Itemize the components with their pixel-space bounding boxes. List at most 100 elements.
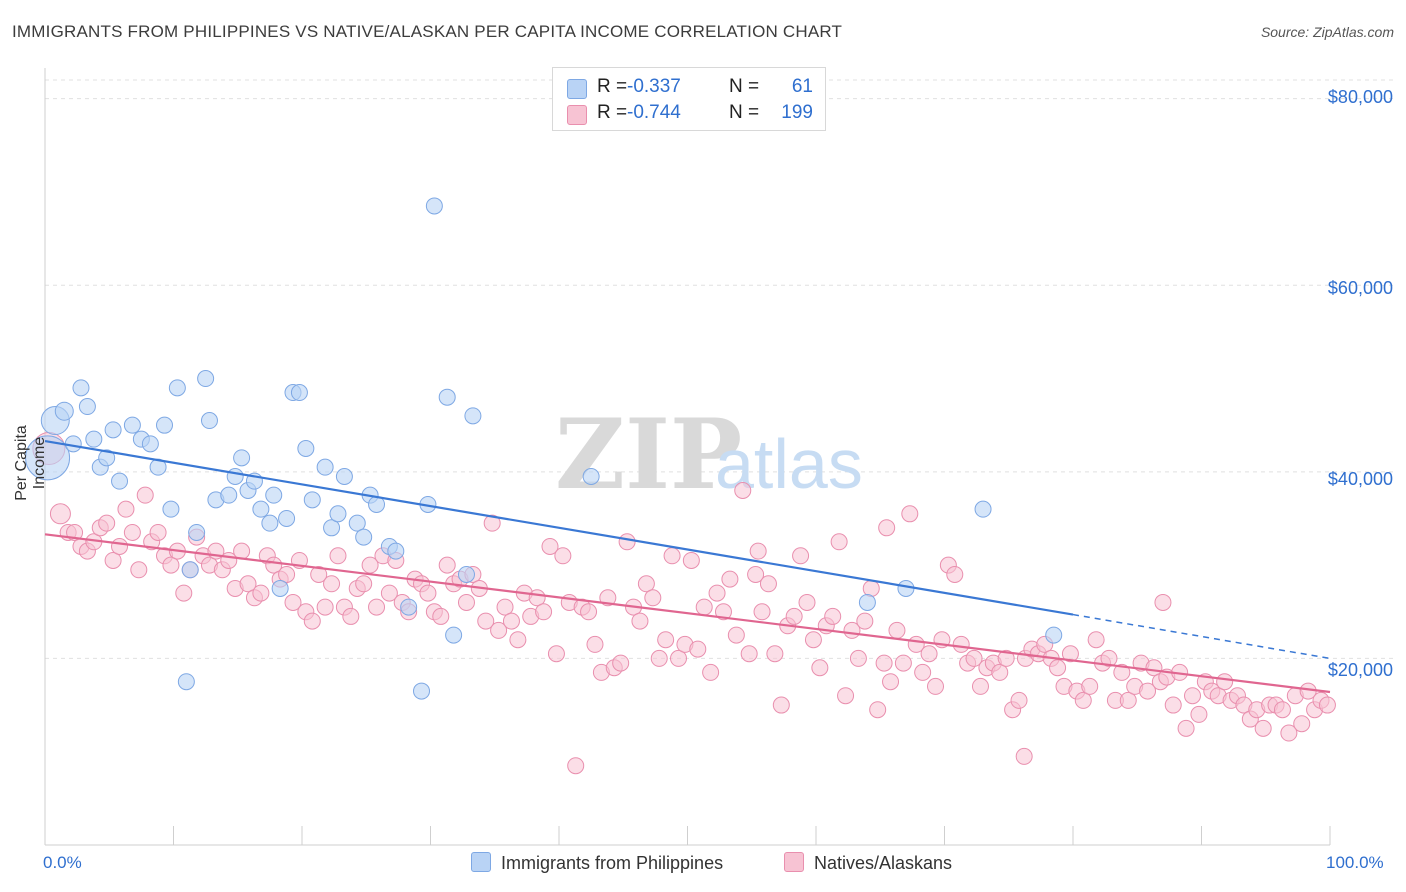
- natives-point: [965, 649, 983, 667]
- legend-swatch-blue: [471, 852, 491, 872]
- legend-item-philippines: Immigrants from Philippines: [471, 852, 723, 874]
- natives-point: [1015, 747, 1033, 765]
- natives-point: [239, 575, 257, 593]
- natives-point: [477, 612, 495, 630]
- natives-point: [792, 547, 810, 565]
- philippines-point: [25, 435, 71, 481]
- philippines-point: [316, 458, 334, 476]
- philippines-point: [271, 579, 289, 597]
- legend-swatch-pink: [567, 105, 587, 125]
- philippines-point: [348, 514, 366, 532]
- watermark-zip: ZIP: [555, 398, 742, 511]
- legend-r-value: -0.337: [627, 76, 681, 97]
- philippines-point: [162, 500, 180, 518]
- natives-point: [1139, 682, 1157, 700]
- natives-point: [342, 607, 360, 625]
- natives-point: [747, 565, 765, 583]
- natives-point: [111, 537, 129, 555]
- legend-r-label: R =: [597, 76, 628, 97]
- natives-point: [766, 645, 784, 663]
- philippines-point: [197, 370, 215, 388]
- natives-point: [117, 500, 135, 518]
- philippines-point: [200, 412, 218, 430]
- natives-point: [136, 486, 154, 504]
- natives-point: [509, 631, 527, 649]
- legend-n-label: N =: [729, 76, 760, 97]
- philippines-point: [400, 598, 418, 616]
- natives-point: [483, 514, 501, 532]
- philippines-point: [897, 579, 915, 597]
- natives-point: [824, 607, 842, 625]
- natives-point: [49, 503, 71, 525]
- philippines-point: [220, 486, 238, 504]
- natives-point: [162, 556, 180, 574]
- natives-point: [490, 621, 508, 639]
- legend-swatch-blue: [567, 79, 587, 99]
- natives-point: [727, 626, 745, 644]
- natives-point: [663, 547, 681, 565]
- natives-point: [952, 635, 970, 653]
- natives-point: [329, 547, 347, 565]
- natives-point: [284, 593, 302, 611]
- natives-point: [541, 537, 559, 555]
- philippines-point: [413, 682, 431, 700]
- natives-point: [1061, 645, 1079, 663]
- natives-point: [689, 640, 707, 658]
- philippines-point: [387, 542, 405, 560]
- philippines-trend-line: [44, 439, 1074, 616]
- natives-point: [837, 687, 855, 705]
- philippines-point: [329, 505, 347, 523]
- series-philippines-points: [25, 197, 1063, 700]
- natives-point: [749, 542, 767, 560]
- natives-point: [682, 551, 700, 569]
- philippines-point: [445, 626, 463, 644]
- natives-point: [721, 570, 739, 588]
- philippines-point: [425, 197, 443, 215]
- natives-point: [1254, 719, 1272, 737]
- natives-point: [901, 505, 919, 523]
- natives-point: [759, 575, 777, 593]
- philippines-point: [582, 467, 600, 485]
- natives-point: [303, 612, 321, 630]
- natives-point: [323, 575, 341, 593]
- x-tick-min: 0.0%: [43, 853, 82, 872]
- natives-point: [380, 584, 398, 602]
- natives-point: [355, 575, 373, 593]
- natives-point: [1293, 715, 1311, 733]
- natives-point: [811, 659, 829, 677]
- natives-point: [1216, 673, 1234, 691]
- philippines-point: [78, 398, 96, 416]
- y-tick-40000: $40,000: [1327, 469, 1393, 489]
- natives-point: [149, 523, 167, 541]
- philippines-point: [123, 416, 141, 434]
- series-natives-points: [32, 432, 1336, 775]
- legend-n-label: N =: [729, 102, 760, 123]
- natives-point: [586, 635, 604, 653]
- philippines-point: [1045, 626, 1063, 644]
- natives-point: [991, 663, 1009, 681]
- natives-point: [1074, 691, 1092, 709]
- natives-point: [695, 598, 713, 616]
- natives-point: [920, 645, 938, 663]
- legend-n-value: 199: [781, 102, 813, 123]
- natives-point: [1049, 659, 1067, 677]
- natives-point: [856, 612, 874, 630]
- natives-point: [612, 654, 630, 672]
- philippines-point: [233, 449, 251, 467]
- philippines-point: [261, 514, 279, 532]
- natives-point: [878, 519, 896, 537]
- natives-point: [804, 631, 822, 649]
- natives-point: [702, 663, 720, 681]
- natives-point: [888, 621, 906, 639]
- natives-point: [644, 589, 662, 607]
- natives-point: [1113, 663, 1131, 681]
- natives-point: [650, 649, 668, 667]
- natives-point: [252, 584, 270, 602]
- natives-point: [175, 584, 193, 602]
- natives-point: [714, 603, 732, 621]
- natives-point: [997, 649, 1015, 667]
- philippines-point: [104, 421, 122, 439]
- natives-point: [502, 612, 520, 630]
- legend-label-philippines: Immigrants from Philippines: [501, 853, 724, 873]
- legend-n-value: 61: [791, 76, 813, 97]
